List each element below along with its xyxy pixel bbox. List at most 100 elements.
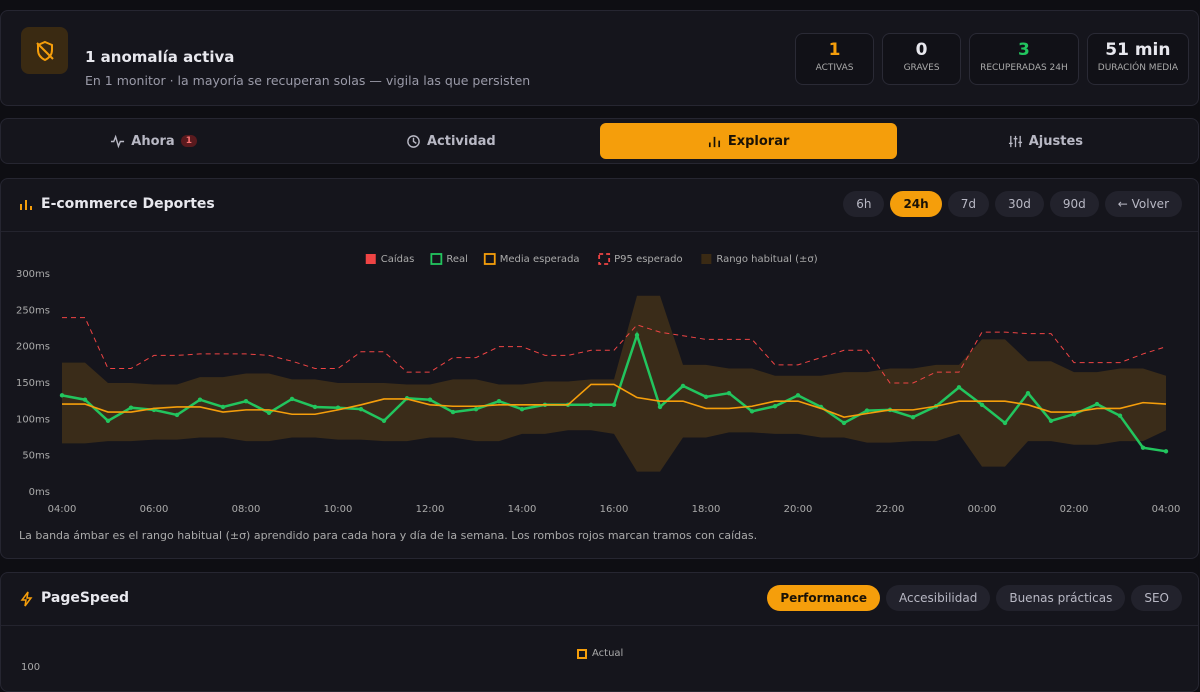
point [289, 396, 295, 402]
point [703, 394, 709, 400]
x-tick-label: 20:00 [784, 504, 813, 515]
x-tick-label: 08:00 [232, 504, 261, 515]
legend-label: P95 esperado [614, 254, 683, 265]
tab-icon [708, 136, 720, 147]
x-tick-label: 16:00 [600, 504, 629, 515]
legend-swatch [483, 253, 496, 265]
point [496, 398, 502, 404]
point [1071, 412, 1077, 417]
point [680, 383, 686, 389]
tab-bar: Ahora 1 Actividad Explorar Ajustes [0, 118, 1199, 164]
stat-value: 0 [915, 40, 928, 60]
range-button[interactable]: 90d [1049, 191, 1099, 217]
stat-label: ACTIVAS [815, 63, 854, 73]
x-tick-label: 18:00 [692, 504, 721, 515]
legend-swatch [577, 648, 587, 659]
point [1002, 420, 1008, 426]
point [197, 397, 203, 402]
point [519, 406, 525, 412]
stat-value: 1 [828, 40, 841, 60]
legend-label: Media esperada [500, 254, 580, 265]
point [749, 409, 755, 414]
point [910, 414, 916, 420]
point [381, 418, 387, 423]
x-tick-label: 12:00 [416, 504, 445, 515]
point [427, 397, 433, 402]
point [1117, 413, 1123, 418]
legend-swatch [598, 253, 611, 265]
legend-swatch [365, 254, 376, 264]
page: 1 anomalía activa En 1 monitor · la mayo… [0, 10, 1199, 692]
y-tick-label: 250ms [16, 305, 50, 316]
back-label: Volver [1131, 197, 1169, 211]
point [726, 390, 732, 396]
stat-box: 1 ACTIVAS [795, 33, 875, 85]
alert-icon [21, 27, 68, 74]
tab-badge: 1 [180, 135, 197, 147]
separator [1, 231, 1198, 232]
separator [1, 625, 1198, 626]
point [1094, 401, 1100, 407]
pagespeed-tab[interactable]: Performance [767, 585, 880, 611]
range-button[interactable]: 24h [890, 191, 942, 217]
range-button[interactable]: 7d [947, 191, 989, 217]
tab-label: Ahora [131, 133, 175, 149]
tab[interactable]: Actividad [302, 123, 599, 159]
pagespeed-tab[interactable]: Buenas prácticas [996, 585, 1126, 611]
x-tick-label: 22:00 [876, 504, 905, 515]
point [772, 404, 778, 409]
tab-label: Actividad [426, 133, 496, 149]
point [1140, 445, 1146, 450]
back-button[interactable]: ← Volver [1104, 191, 1182, 217]
y-tick-label: 100 [21, 662, 41, 673]
point [105, 418, 111, 423]
legend-label: Real [446, 254, 468, 265]
tab[interactable]: Explorar [599, 123, 897, 159]
point [243, 398, 249, 404]
pagespeed-tab[interactable]: Accesibilidad [885, 585, 991, 611]
point [588, 402, 594, 407]
stat-box: 51 min DURACIÓN MEDIA [1086, 33, 1189, 85]
point [473, 406, 479, 412]
point [657, 404, 663, 410]
point [128, 405, 134, 410]
pagespeed-tab[interactable]: SEO [1131, 585, 1182, 611]
point [1048, 418, 1054, 423]
chart: 0ms 50ms 100ms 150ms 200ms 250ms 300ms 04:00 06:… [16, 253, 1181, 515]
tab-label: Explorar [727, 133, 790, 149]
series-line [62, 383, 1167, 418]
range-buttons: 6h 24h 7d 30d 90d ← Volver [843, 191, 1182, 217]
header-title: 1 anomalía activa [85, 48, 235, 66]
range-button[interactable]: 6h [843, 191, 885, 217]
y-tick-label: 0ms [29, 487, 50, 498]
y-tick-label: 50ms [22, 451, 50, 462]
point [174, 412, 180, 418]
legend-swatch [701, 254, 712, 264]
legend-label: Caídas [381, 253, 415, 265]
stat-value: 51 min [1105, 40, 1171, 60]
tab-label: Ajustes [1028, 133, 1084, 149]
header-panel: 1 anomalía activa En 1 monitor · la mayo… [0, 10, 1199, 106]
x-tick-label: 04:00 [1152, 504, 1181, 515]
panel-title: E-commerce Deportes [41, 196, 215, 212]
point [450, 409, 456, 415]
y-tick-label: 150ms [16, 378, 50, 389]
point [312, 404, 318, 410]
stat-box: 3 RECUPERADAS 24H [969, 33, 1079, 85]
legend-label: Actual [592, 648, 624, 659]
tab-icon [111, 134, 125, 148]
pagespeed-legend: Actual [577, 648, 623, 659]
stat-box: 0 GRAVES [882, 33, 962, 85]
bolt-icon [20, 591, 33, 607]
point [220, 404, 226, 410]
point [59, 393, 65, 398]
tab[interactable]: Ahora 1 [5, 123, 302, 159]
point [956, 385, 962, 390]
point [358, 406, 364, 412]
stats: 1 ACTIVAS 0 GRAVES 3 RECUPERADAS 24H 51 min DUR… [795, 33, 1189, 85]
tab-icon [407, 134, 420, 148]
point [611, 402, 617, 407]
range-button[interactable]: 30d [994, 191, 1044, 217]
stat-value: 3 [1018, 40, 1030, 60]
tab[interactable]: Ajustes [897, 123, 1194, 159]
